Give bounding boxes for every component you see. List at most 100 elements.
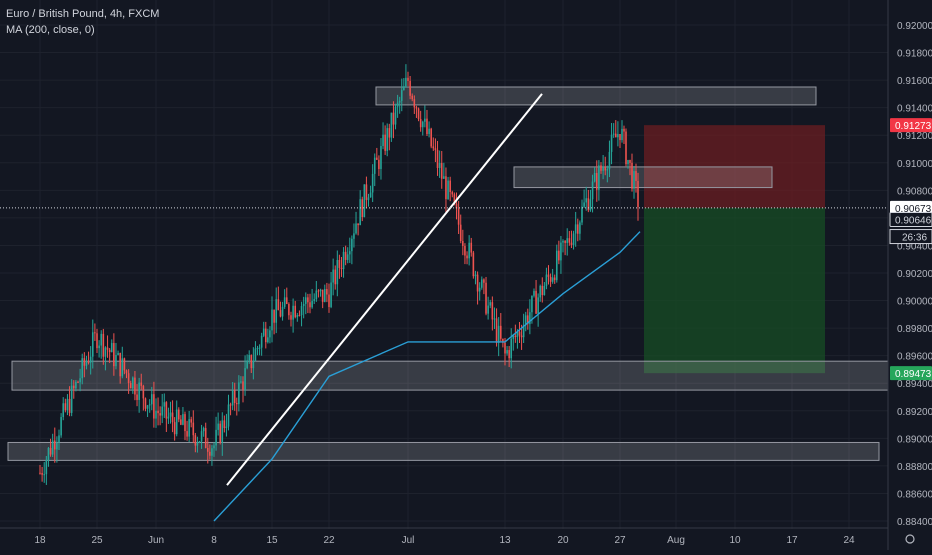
candle-body[interactable] [292,305,294,320]
candle-body[interactable] [161,406,164,416]
candle-body[interactable] [455,203,458,209]
candle-body[interactable] [75,381,77,389]
candle-body[interactable] [273,309,275,323]
candle-body[interactable] [365,184,368,201]
candle-body[interactable] [110,343,113,353]
candle-body[interactable] [313,299,316,301]
candle-body[interactable] [535,290,537,314]
candle-body[interactable] [283,297,286,307]
candle-body[interactable] [417,108,420,119]
candle-body[interactable] [591,181,594,200]
zone-resistance[interactable] [375,86,817,106]
candle-body[interactable] [489,302,492,306]
candle-body[interactable] [227,404,230,427]
candle-body[interactable] [125,370,128,374]
candle-body[interactable] [574,224,577,234]
candle-body[interactable] [225,426,228,429]
candle-body[interactable] [277,299,280,311]
candle-body[interactable] [344,251,347,260]
candle-body[interactable] [623,128,625,132]
candle-body[interactable] [302,303,305,307]
candle-body[interactable] [330,282,332,307]
candle-body[interactable] [428,128,430,134]
candle-body[interactable] [606,169,609,171]
candle-body[interactable] [602,167,604,171]
candle-body[interactable] [495,318,498,343]
candle-body[interactable] [493,318,496,320]
candle-body[interactable] [115,354,117,367]
candle-body[interactable] [405,77,407,87]
candle-body[interactable] [219,423,222,443]
candle-body[interactable] [342,251,345,270]
candle-body[interactable] [136,394,138,400]
candle-body[interactable] [336,260,339,285]
candle-body[interactable] [506,350,508,354]
candle-body[interactable] [169,412,172,417]
candle-body[interactable] [524,315,527,326]
candle-body[interactable] [233,390,236,404]
candle-body[interactable] [504,342,506,354]
candle-body[interactable] [56,442,58,450]
candle-body[interactable] [562,240,564,243]
candle-body[interactable] [346,254,349,260]
candle-body[interactable] [83,358,86,366]
candle-body[interactable] [85,361,88,366]
candle-body[interactable] [100,333,103,346]
candle-body[interactable] [238,382,240,405]
candle-body[interactable] [357,223,359,226]
candle-body[interactable] [390,112,393,138]
candle-body[interactable] [240,381,242,383]
candle-body[interactable] [47,448,50,460]
candle-body[interactable] [66,398,69,411]
candle-body[interactable] [443,176,445,179]
candle-body[interactable] [150,394,153,405]
candle-body[interactable] [217,423,219,430]
candle-body[interactable] [326,289,328,295]
candle-body[interactable] [361,199,364,218]
candle-body[interactable] [242,381,244,390]
candle-body[interactable] [77,381,79,383]
candle-body[interactable] [481,279,483,288]
candle-body[interactable] [182,414,184,425]
candle-body[interactable] [98,345,100,349]
candle-body[interactable] [206,447,209,452]
candle-body[interactable] [192,422,195,436]
candle-body[interactable] [167,416,170,419]
candle-body[interactable] [555,250,558,281]
candle-body[interactable] [551,277,554,282]
candle-body[interactable] [163,402,166,407]
candle-body[interactable] [403,86,405,91]
candle-body[interactable] [41,473,43,475]
candle-body[interactable] [235,403,238,405]
candle-body[interactable] [386,128,389,151]
candle-body[interactable] [451,192,454,195]
candle-body[interactable] [267,337,269,343]
candle-body[interactable] [625,131,627,165]
candle-body[interactable] [380,146,382,169]
candle-body[interactable] [359,199,361,226]
candle-body[interactable] [430,128,432,147]
candle-body[interactable] [514,335,517,338]
candle-body[interactable] [194,435,197,446]
candle-body[interactable] [279,310,282,317]
candle-body[interactable] [537,297,539,314]
candle-body[interactable] [570,242,573,245]
candle-body[interactable] [332,269,334,283]
candle-body[interactable] [43,474,46,476]
candle-body[interactable] [51,440,54,455]
candle-body[interactable] [543,285,546,296]
candle-body[interactable] [564,240,566,243]
symbol-title[interactable]: Euro / British Pound, 4h, FXCM [6,8,160,20]
candle-body[interactable] [568,238,571,243]
candle-body[interactable] [39,472,41,474]
candle-body[interactable] [180,419,182,425]
candle-body[interactable] [619,134,621,141]
candle-body[interactable] [285,297,288,304]
candle-body[interactable] [108,349,111,353]
candle-body[interactable] [196,442,199,446]
candle-body[interactable] [294,305,297,318]
candle-body[interactable] [113,343,115,367]
candle-body[interactable] [400,90,403,101]
candle-body[interactable] [478,287,481,292]
